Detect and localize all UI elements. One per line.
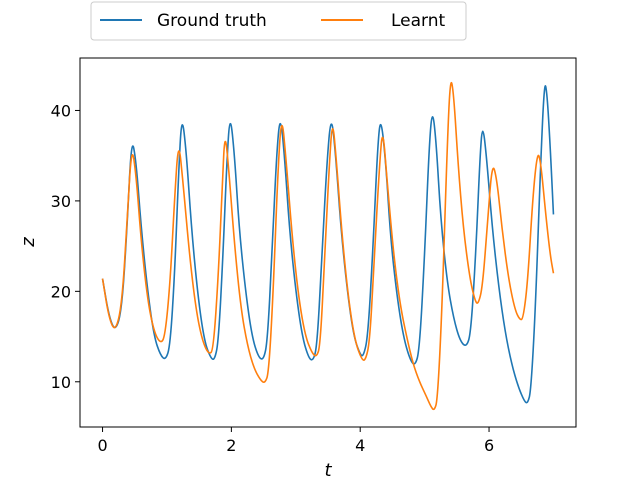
series-line-ground-truth [101, 84, 555, 404]
x-axis-label: t [324, 460, 332, 480]
series-layer [101, 82, 555, 411]
x-tick-label: 2 [226, 436, 236, 455]
y-axis-ticks: 10 20 30 40 [51, 101, 80, 392]
legend: Ground truth Learnt [90, 1, 467, 41]
y-tick-label: 10 [51, 373, 71, 392]
x-axis-ticks: 0 2 4 6 [97, 427, 494, 455]
series-line-learnt [101, 82, 555, 411]
legend-box [90, 1, 467, 41]
y-tick-label: 30 [51, 192, 71, 211]
x-tick-label: 4 [355, 436, 365, 455]
x-tick-label: 6 [484, 436, 494, 455]
y-tick-label: 40 [51, 101, 71, 120]
legend-label-learnt: Learnt [391, 11, 446, 31]
y-tick-label: 20 [51, 282, 71, 301]
legend-label-ground-truth: Ground truth [157, 11, 267, 31]
plot-frame [79, 57, 577, 428]
y-axis-label: z [18, 237, 39, 248]
x-tick-label: 0 [97, 436, 107, 455]
